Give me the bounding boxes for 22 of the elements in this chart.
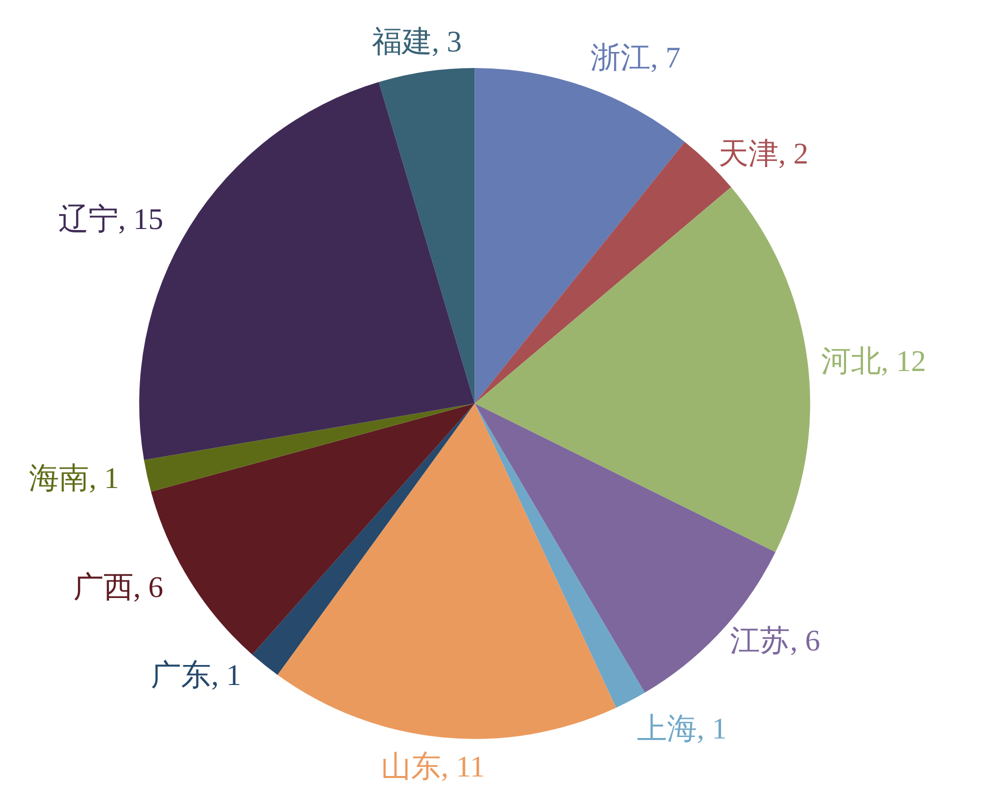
data-label: , 15 (118, 203, 164, 236)
slice-label: 辽宁 (58, 203, 118, 236)
slice-label: 上海 (636, 712, 697, 746)
slice-label: 海南 (29, 462, 90, 496)
slice-label: 广东 (151, 658, 212, 692)
data-label: , 2 (778, 137, 808, 170)
data-label: , 6 (133, 570, 164, 604)
data-label: , 11 (441, 750, 485, 784)
data-label: , 1 (89, 462, 120, 496)
data-label: , 1 (211, 658, 242, 692)
slice-label: 河北 (821, 344, 882, 378)
data-label: , 7 (650, 42, 680, 75)
slice-label: 天津 (718, 137, 778, 170)
data-label: , 3 (432, 25, 462, 58)
data-label: , 12 (881, 344, 926, 378)
slice-label: 广西 (73, 570, 134, 604)
data-label: , 1 (696, 712, 727, 746)
data-label: , 6 (790, 624, 820, 658)
slice-label: 山东 (381, 750, 442, 784)
slice-label: 福建 (372, 25, 432, 58)
slice-label: 浙江 (590, 42, 650, 75)
slice-label: 江苏 (730, 624, 790, 658)
